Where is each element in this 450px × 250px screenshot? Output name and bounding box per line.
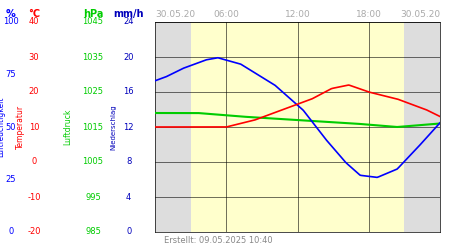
Text: 985: 985 xyxy=(85,228,101,236)
Text: 20: 20 xyxy=(29,88,39,96)
Bar xyxy=(155,22,191,232)
Text: 1005: 1005 xyxy=(82,158,104,166)
Text: 1045: 1045 xyxy=(82,18,104,26)
Text: 4: 4 xyxy=(126,192,131,202)
Text: Niederschlag: Niederschlag xyxy=(110,104,116,150)
Text: 10: 10 xyxy=(29,122,39,132)
Text: 40: 40 xyxy=(29,18,39,26)
Text: 8: 8 xyxy=(126,158,131,166)
Text: 1025: 1025 xyxy=(82,88,104,96)
Text: Luftdruck: Luftdruck xyxy=(64,109,73,145)
Text: 20: 20 xyxy=(123,52,134,62)
Bar xyxy=(191,22,405,232)
Text: 24: 24 xyxy=(123,18,134,26)
Text: 75: 75 xyxy=(5,70,16,79)
Text: 18:00: 18:00 xyxy=(356,10,382,19)
Text: Erstellt: 09.05.2025 10:40: Erstellt: 09.05.2025 10:40 xyxy=(163,236,272,244)
Text: 100: 100 xyxy=(3,18,19,26)
Text: -20: -20 xyxy=(27,228,41,236)
Text: 30.05.20: 30.05.20 xyxy=(400,10,440,19)
Text: Temperatur: Temperatur xyxy=(16,105,25,149)
Text: 1035: 1035 xyxy=(82,52,104,62)
Text: 12:00: 12:00 xyxy=(284,10,310,19)
Text: %: % xyxy=(6,9,16,19)
Text: 0: 0 xyxy=(32,158,37,166)
Text: -10: -10 xyxy=(27,192,41,202)
Text: hPa: hPa xyxy=(83,9,103,19)
Text: 0: 0 xyxy=(8,228,14,236)
Text: 12: 12 xyxy=(123,122,134,132)
Text: 30: 30 xyxy=(29,52,40,62)
Text: 1015: 1015 xyxy=(82,122,104,132)
Text: 25: 25 xyxy=(5,175,16,184)
Text: 0: 0 xyxy=(126,228,131,236)
Text: Luftfeuchtigkeit: Luftfeuchtigkeit xyxy=(0,97,5,157)
Text: 50: 50 xyxy=(5,122,16,132)
Bar xyxy=(405,22,440,232)
Text: 995: 995 xyxy=(85,192,101,202)
Text: 16: 16 xyxy=(123,88,134,96)
Text: 30.05.20: 30.05.20 xyxy=(155,10,195,19)
Text: °C: °C xyxy=(28,9,40,19)
Text: mm/h: mm/h xyxy=(113,9,144,19)
Text: 06:00: 06:00 xyxy=(213,10,239,19)
